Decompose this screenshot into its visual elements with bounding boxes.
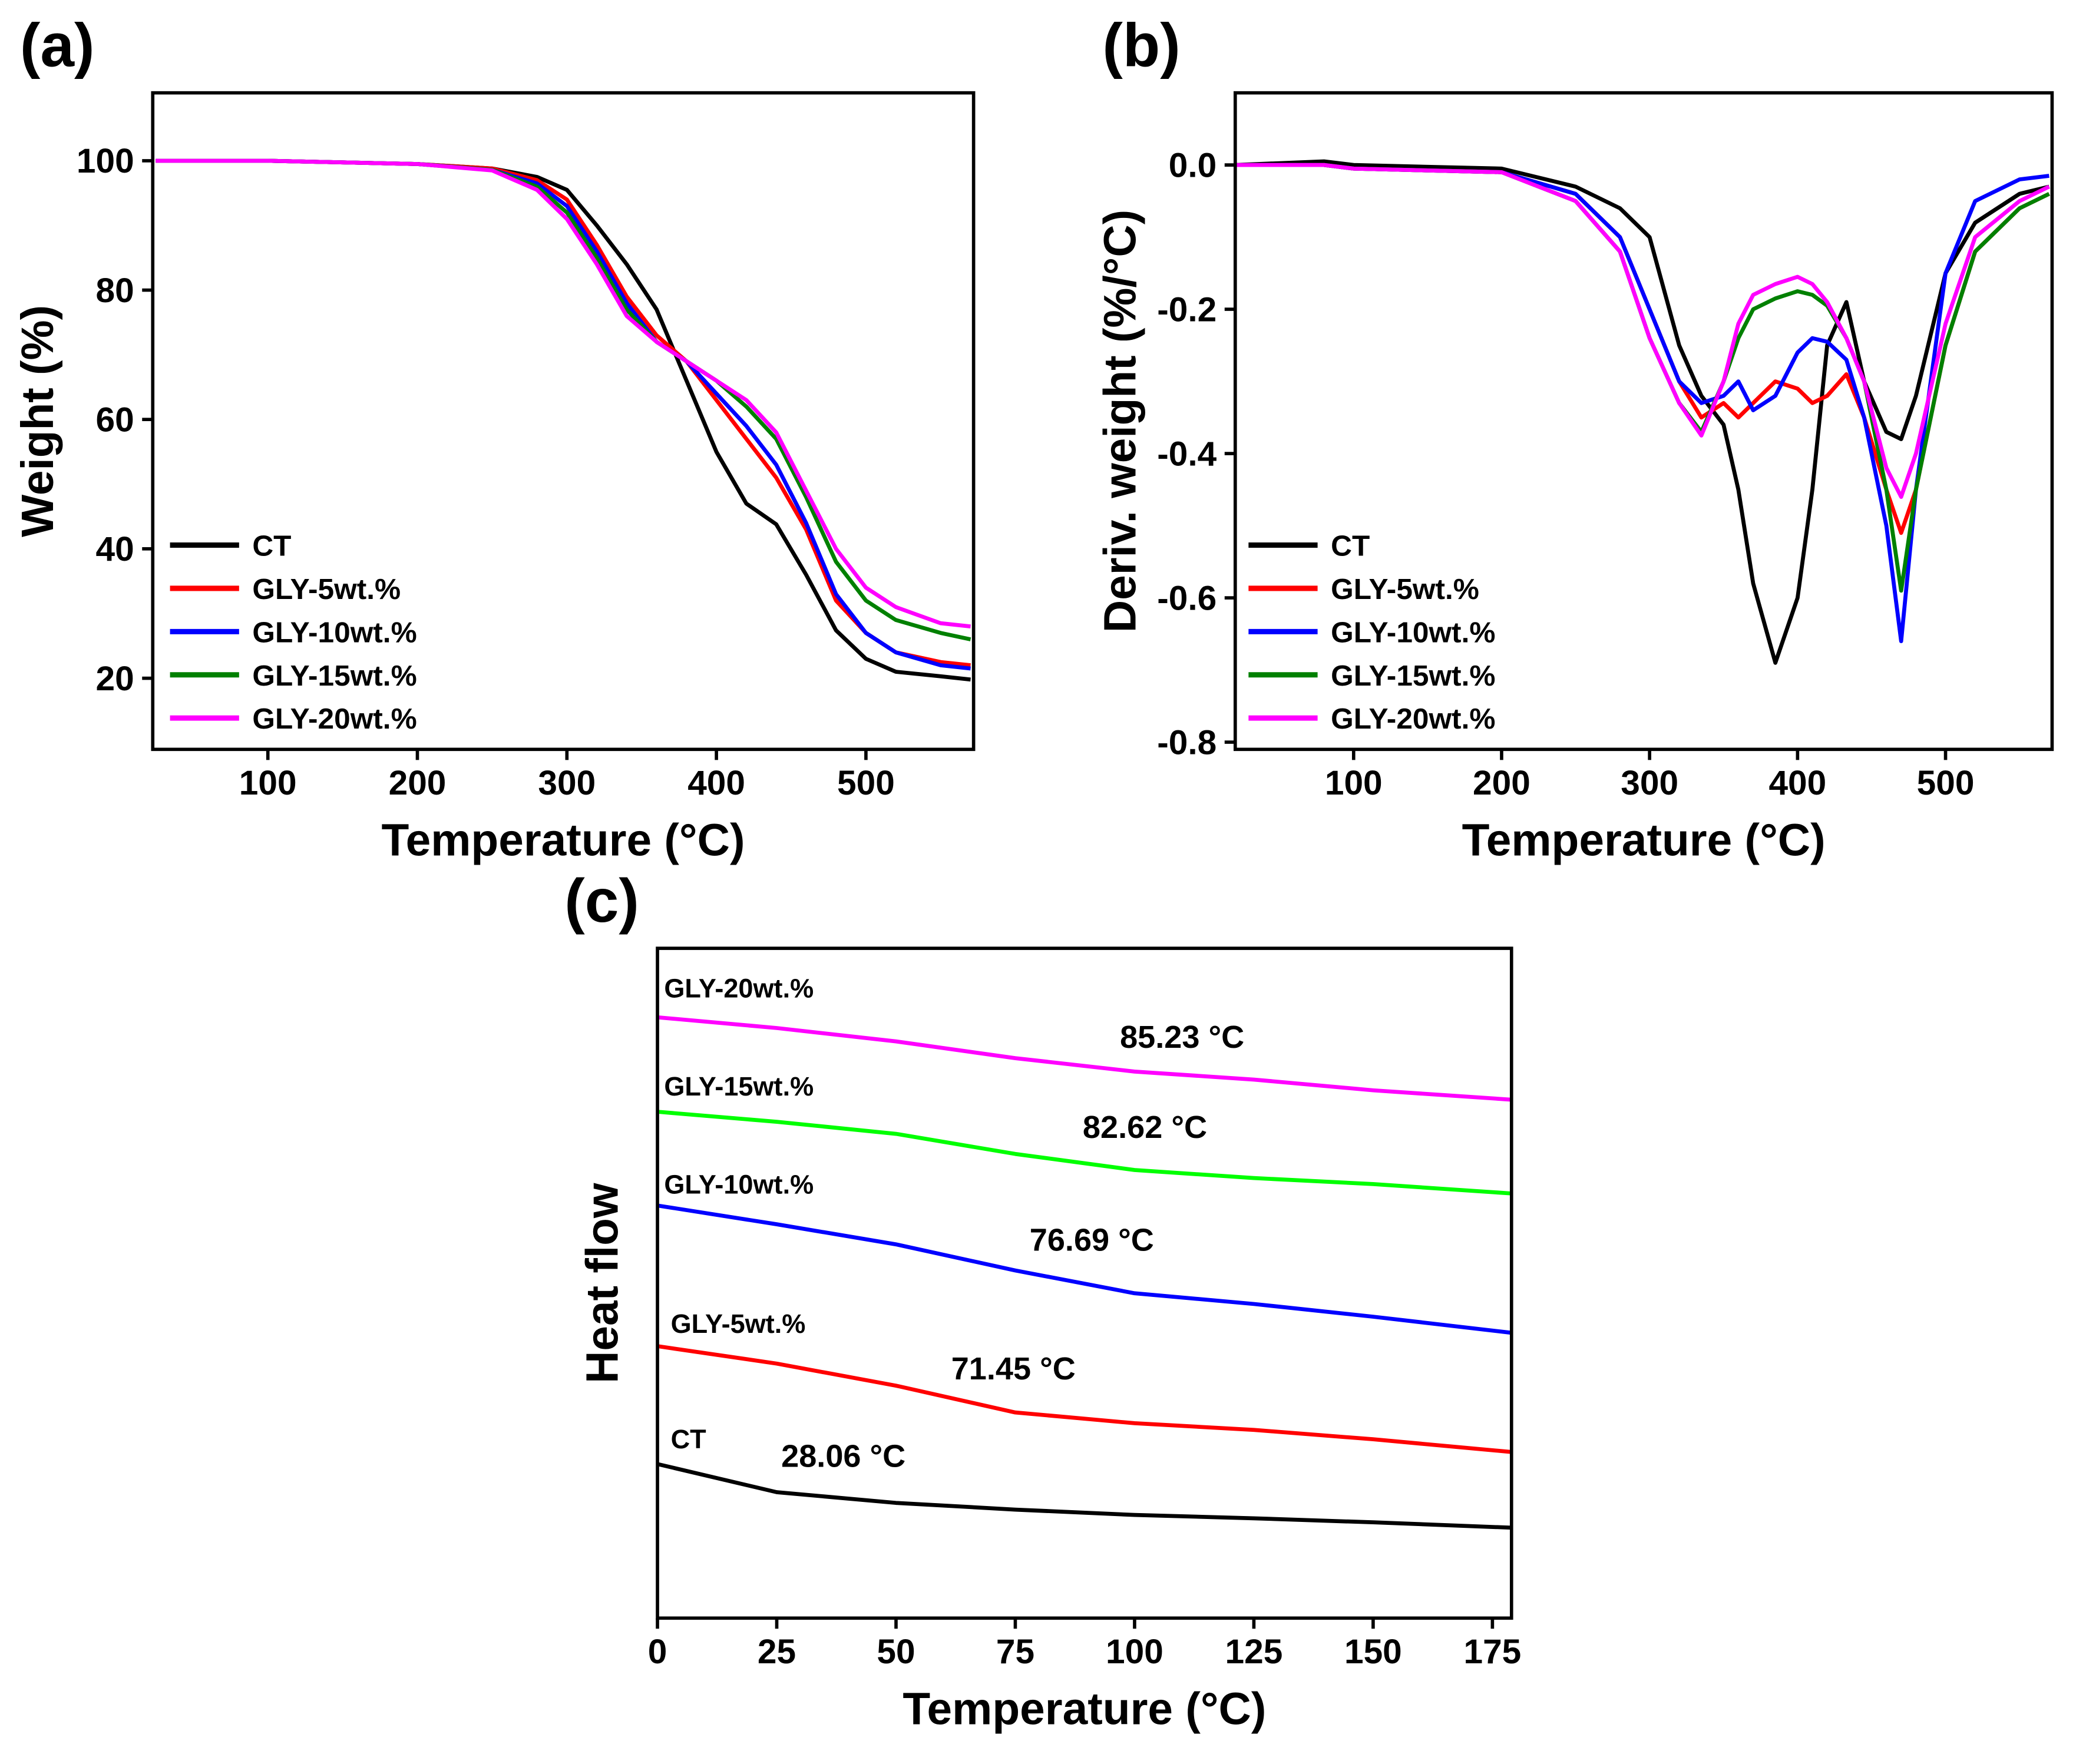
x-axis-title: Temperature (°C) xyxy=(1462,816,1826,866)
series-label: GLY-20wt.% xyxy=(664,973,814,1003)
x-tick-label: 150 xyxy=(1344,1633,1402,1671)
y-tick-label: 40 xyxy=(96,530,134,568)
y-tick-label: -0.4 xyxy=(1157,435,1216,473)
y-axis-title: Heat flow xyxy=(577,1183,627,1384)
y-tick-label: 20 xyxy=(96,660,134,698)
series-label: GLY-10wt.% xyxy=(664,1170,814,1200)
annotation: 71.45 °C xyxy=(951,1351,1076,1386)
y-tick-label: -0.2 xyxy=(1157,290,1216,329)
x-tick-label: 175 xyxy=(1463,1633,1521,1671)
legend-label: CT xyxy=(1331,529,1370,562)
y-tick-label: 80 xyxy=(96,272,134,310)
annotation: 82.62 °C xyxy=(1083,1110,1207,1145)
x-tick-label: 25 xyxy=(758,1633,796,1671)
legend-label: GLY-15wt.% xyxy=(1331,659,1495,692)
legend-label: GLY-10wt.% xyxy=(1331,615,1495,648)
x-tick-label: 100 xyxy=(239,764,297,802)
data-line xyxy=(156,158,971,629)
plot-frame xyxy=(1233,91,2054,752)
y-axis-title: Deriv. weight (%/°C) xyxy=(1096,210,1146,633)
x-tick-label: 400 xyxy=(1768,764,1826,802)
x-axis-title: Temperature (°C) xyxy=(381,816,745,866)
data-line xyxy=(1235,163,2050,499)
x-tick-label: 50 xyxy=(877,1633,915,1671)
x-tick-label: 75 xyxy=(996,1633,1034,1671)
panel-label: (b) xyxy=(1102,11,1180,80)
x-tick-label: 200 xyxy=(1473,764,1530,802)
panel-label: (a) xyxy=(20,11,95,80)
data-line xyxy=(657,1203,1512,1335)
y-tick-label: 60 xyxy=(96,401,134,439)
legend-label: GLY-5wt.% xyxy=(1331,572,1479,605)
panel-label: (c) xyxy=(564,866,639,935)
y-tick-label: -0.8 xyxy=(1157,723,1216,762)
x-tick-label: 500 xyxy=(837,764,895,802)
plot-frame xyxy=(656,946,1513,1620)
x-tick-label: 400 xyxy=(687,764,745,802)
legend-label: GLY-15wt.% xyxy=(252,659,416,692)
legend-label: GLY-20wt.% xyxy=(1331,702,1495,735)
series-label: GLY-5wt.% xyxy=(671,1309,806,1339)
legend-label: CT xyxy=(252,529,291,562)
series-label: GLY-15wt.% xyxy=(664,1071,814,1101)
y-tick-label: 100 xyxy=(77,142,134,180)
data-line xyxy=(657,1110,1512,1196)
data-line xyxy=(1235,159,2050,665)
x-tick-label: 100 xyxy=(1106,1633,1163,1671)
x-tick-label: 125 xyxy=(1225,1633,1283,1671)
annotation: 85.23 °C xyxy=(1120,1020,1244,1055)
data-line xyxy=(657,1462,1512,1530)
x-tick-label: 500 xyxy=(1917,764,1975,802)
annotation: 28.06 °C xyxy=(781,1439,905,1474)
x-tick-label: 300 xyxy=(538,764,596,802)
y-tick-label: 0.0 xyxy=(1169,146,1216,184)
x-tick-label: 300 xyxy=(1621,764,1678,802)
x-tick-label: 0 xyxy=(648,1633,667,1671)
legend-label: GLY-5wt.% xyxy=(252,572,401,605)
x-tick-label: 100 xyxy=(1325,764,1383,802)
y-tick-label: -0.6 xyxy=(1157,579,1216,617)
series-label: CT xyxy=(671,1424,707,1454)
y-axis-title: Weight (%) xyxy=(13,305,63,537)
data-line xyxy=(657,1015,1512,1102)
legend-label: GLY-10wt.% xyxy=(252,615,416,648)
x-tick-label: 200 xyxy=(389,764,447,802)
x-axis-title: Temperature (°C) xyxy=(903,1684,1266,1734)
plot-frame xyxy=(151,91,976,752)
data-line xyxy=(657,1344,1512,1454)
annotation: 76.69 °C xyxy=(1030,1223,1154,1258)
legend-label: GLY-20wt.% xyxy=(252,702,416,735)
